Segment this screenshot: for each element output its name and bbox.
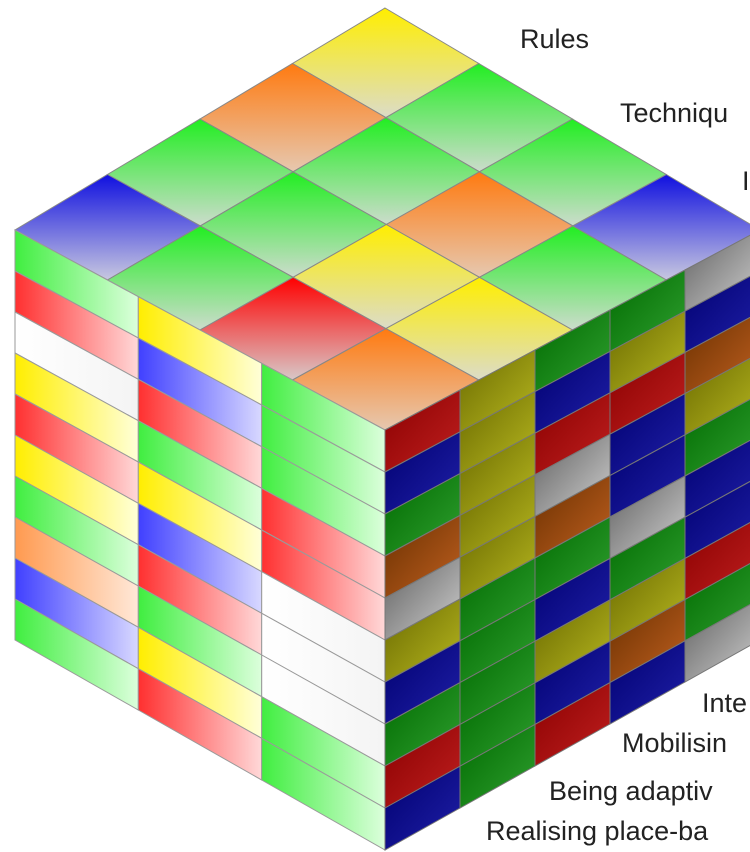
label: I: [742, 166, 750, 196]
cube-tile: [684, 398, 750, 477]
cube-tile: [684, 316, 750, 395]
label: Mobilisin: [622, 728, 727, 758]
labels: Rules Techniqu I Inte Mobilisin Being ad…: [486, 24, 750, 846]
cube-tile: [684, 604, 750, 683]
label: Being adaptiv: [549, 776, 713, 806]
label: Inte: [702, 688, 747, 718]
cube-tile: [684, 521, 750, 601]
label: Realising place-ba: [486, 816, 709, 846]
cube-tile: [684, 439, 750, 519]
cube-tile: [684, 275, 750, 354]
cube-tile: [684, 357, 750, 436]
cube-tile: [684, 480, 750, 560]
cube-tile: [684, 562, 750, 642]
label: Rules: [520, 24, 589, 54]
label: Techniqu: [620, 98, 728, 128]
cube: [13, 7, 750, 851]
cube-tile: [684, 234, 750, 313]
